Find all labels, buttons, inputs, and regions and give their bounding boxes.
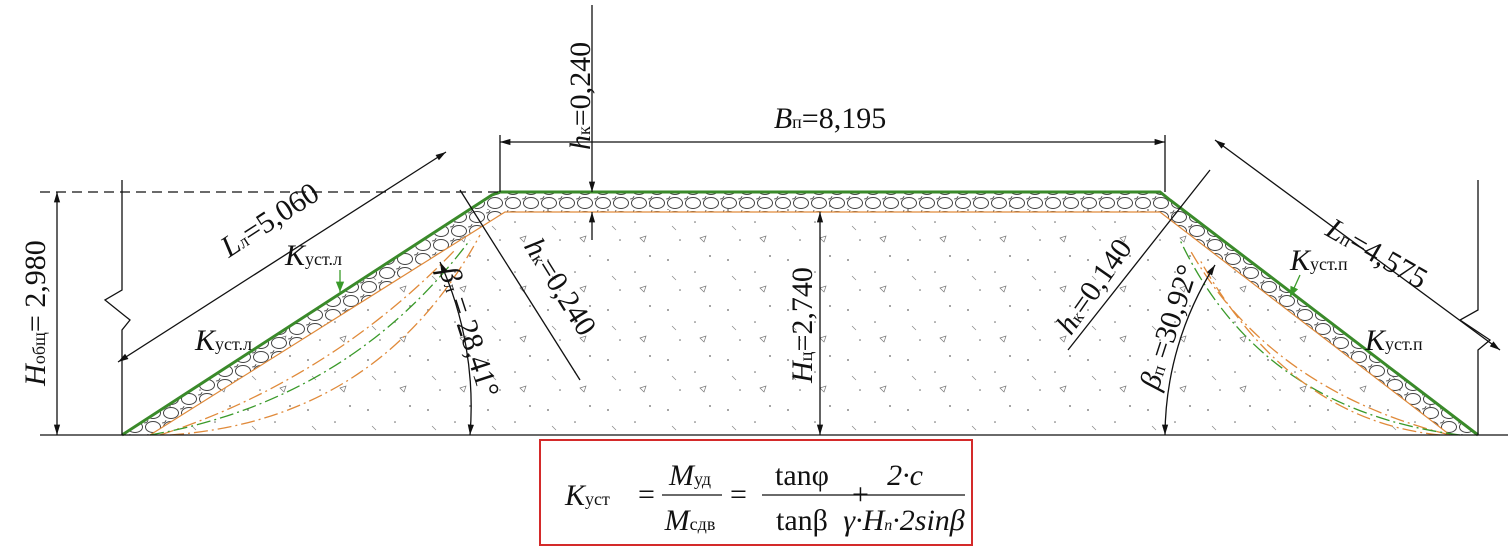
dimension-label: Hц=2,740 <box>786 267 819 384</box>
text: ·2sinβ <box>892 504 965 537</box>
subscript: ц <box>796 351 816 361</box>
value: = 2,980 <box>19 240 52 332</box>
subscript: уд <box>694 469 711 489</box>
value: =4,575 <box>1343 225 1433 296</box>
equals: = <box>638 478 655 511</box>
subscript: уст.п <box>1310 254 1348 274</box>
symbol: H <box>786 359 819 384</box>
symbol: B <box>774 102 792 135</box>
denominator: tanβ <box>776 504 828 537</box>
value: =5,060 <box>236 176 325 250</box>
text: γ·H <box>843 504 886 537</box>
symbol: M <box>664 504 692 537</box>
dimension-lines <box>40 5 1508 436</box>
symbol: K <box>194 324 217 357</box>
dimension-label: Kуст.п <box>1289 244 1348 277</box>
subscript: п <box>792 112 802 132</box>
numerator: Mуд <box>668 459 711 492</box>
symbol: K <box>564 479 587 512</box>
symbol: K <box>1364 324 1387 357</box>
value: =8,195 <box>802 102 886 135</box>
subscript: к <box>574 126 594 135</box>
dimension-label: hк=0,240 <box>564 42 597 150</box>
symbol: K <box>284 239 307 272</box>
subscript: уст.л <box>215 334 252 354</box>
symbol: H <box>19 362 52 387</box>
subscript: общ <box>29 332 49 364</box>
value: =0,240 <box>564 42 597 126</box>
dimension-label: Kуст.л <box>284 239 342 272</box>
symbol: M <box>668 459 696 492</box>
dimension-label: Kуст.л <box>194 324 252 357</box>
numerator: 2·c <box>887 459 923 492</box>
denominator: Mсдв <box>664 504 716 537</box>
subscript: сдв <box>690 514 716 534</box>
dimension-label: Kуст.п <box>1364 324 1423 357</box>
symbol: K <box>1289 244 1312 277</box>
numerator: tanφ <box>775 459 829 492</box>
symbol: h <box>564 135 597 150</box>
denominator: γ·Hп·2sinβ <box>843 504 965 537</box>
subscript: уст.л <box>305 249 342 269</box>
value: =2,740 <box>786 267 819 351</box>
dimension-label: Bп=8,195 <box>774 102 886 135</box>
dimension-label: Hобщ= 2,980 <box>19 240 52 387</box>
equals: = <box>730 478 747 511</box>
subscript: уст <box>585 489 610 509</box>
formula-box <box>539 439 973 546</box>
subscript: уст.п <box>1385 334 1423 354</box>
subscript: п <box>884 517 892 534</box>
formula: Kуст = Mуд Mсдв = tanφ tanβ + 2·c γ·Hп·2… <box>564 459 965 537</box>
formula-lhs: Kуст <box>564 479 610 512</box>
